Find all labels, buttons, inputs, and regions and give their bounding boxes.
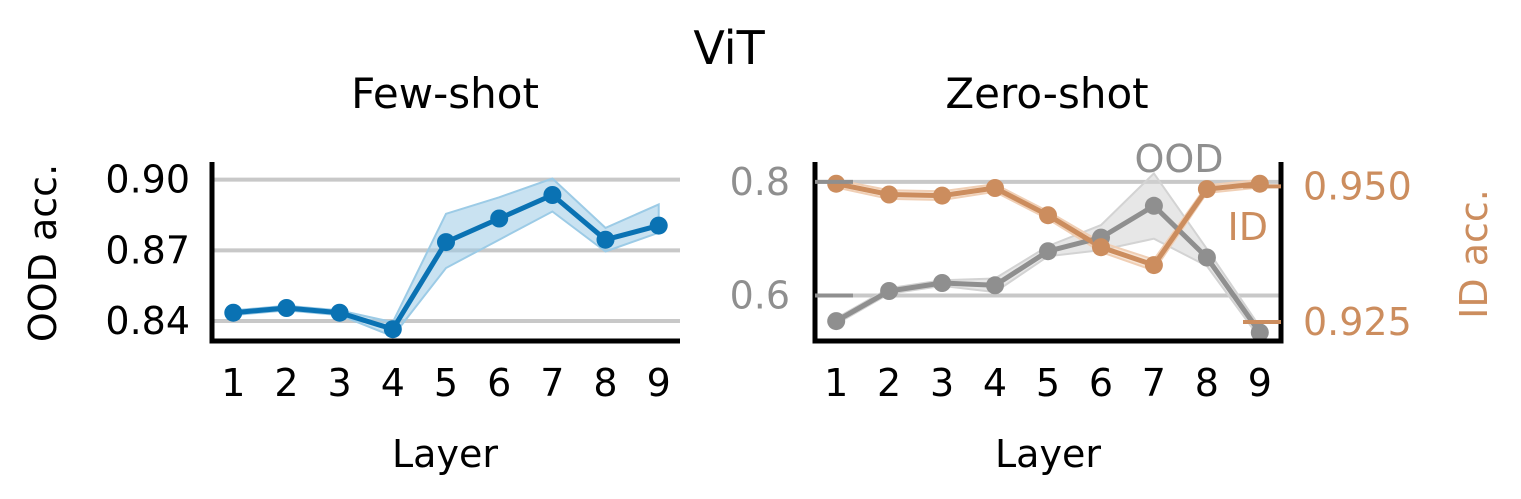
few-shot-x-tick-3: 3 [328,361,352,405]
zero-shot-x-tick-9: 9 [1248,361,1272,405]
zero-shot-x-tick-6: 6 [1089,361,1113,405]
few-shot-x-tick-9: 9 [647,361,671,405]
few-shot-x-tick-5: 5 [434,361,458,405]
ood-series-annotation: OOD [1134,137,1223,181]
few-shot-x-tick-2: 2 [274,361,298,405]
zero-shot-axes-spines [812,162,1284,344]
zero-shot-right-y-tick-0.925: 0.925 [1303,300,1412,344]
zero-shot-ood-point-2 [880,282,899,300]
few-shot-point-7 [543,186,562,204]
few-shot-point-2 [277,299,296,317]
zero-shot-ood-point-9 [1250,323,1269,342]
few-shot-point-4 [383,320,402,339]
zero-shot-x-tick-4: 4 [983,361,1007,405]
zero-shot-ood-point-5 [1039,242,1057,261]
zero-shot-id-point-9 [1250,174,1269,193]
few-shot-point-6 [490,209,509,228]
few-shot-point-9 [649,216,668,235]
few-shot-band [232,177,660,338]
few-shot-x-tick-7: 7 [540,361,564,405]
zero-shot-ood-point-1 [827,312,846,331]
zero-shot-ood-point-7 [1144,196,1163,215]
few-shot-point-5 [437,233,455,252]
few-shot-y-tick-0.84: 0.84 [105,299,190,343]
few-shot-point-8 [596,230,615,249]
zero-shot-x-axis-label: Layer [995,432,1101,476]
zero-shot-x-tick-3: 3 [930,361,954,405]
zero-shot-ood-line [834,203,1262,334]
zero-shot-ood-point-4 [986,276,1004,295]
zero-shot-id-point-3 [933,186,952,205]
few-shot-y-tick-0.87: 0.87 [105,228,190,272]
zero-shot-x-tick-7: 7 [1142,361,1166,405]
zero-shot-x-tick-8: 8 [1195,361,1219,405]
zero-shot-right-y-ticks: 0.925 0.950 [1243,164,1412,344]
few-shot-confidence-band [232,177,660,338]
zero-shot-x-tick-5: 5 [1036,361,1060,405]
figure-title: ViT [693,21,765,75]
zero-shot-left-y-tick-0.6: 0.6 [730,274,790,318]
zero-shot-id-point-2 [880,185,899,204]
few-shot-x-axis-label: Layer [392,432,498,476]
few-shot-y-axis-label: OOD acc. [21,164,65,342]
zero-shot-id-point-6 [1092,238,1110,257]
zero-shot-id-point-5 [1039,206,1057,225]
few-shot-x-tick-8: 8 [593,361,617,405]
zero-shot-left-y-tick-0.8: 0.8 [730,160,790,204]
zero-shot-x-tick-2: 2 [877,361,901,405]
few-shot-point-1 [224,303,243,322]
few-shot-y-ticks: 0.84 0.87 0.90 [105,158,190,343]
few-shot-title: Few-shot [351,69,539,118]
few-shot-x-tick-1: 1 [221,361,245,405]
zero-shot-right-y-axis-label: ID acc. [1452,189,1496,319]
zero-shot-ood-point-3 [933,274,952,292]
few-shot-x-tick-4: 4 [381,361,405,405]
zero-shot-x-tick-1: 1 [824,361,848,405]
few-shot-x-tick-6: 6 [487,361,511,405]
zero-shot-right-y-tick-0.950: 0.950 [1303,164,1412,208]
zero-shot-id-point-4 [986,179,1004,197]
zero-shot-left-y-ticks: 0.6 0.8 [730,160,853,318]
id-series-annotation: ID [1228,205,1268,249]
few-shot-points [224,186,668,339]
zero-shot-title: Zero-shot [945,69,1148,118]
zero-shot-points [827,174,1269,342]
zero-shot-id-point-7 [1144,256,1163,275]
few-shot-y-tick-0.90: 0.90 [105,158,190,202]
zero-shot-ood-point-8 [1197,248,1216,267]
few-shot-point-3 [330,303,349,322]
few-shot-axes-spines [209,162,680,344]
zero-shot-id-point-8 [1197,180,1216,199]
